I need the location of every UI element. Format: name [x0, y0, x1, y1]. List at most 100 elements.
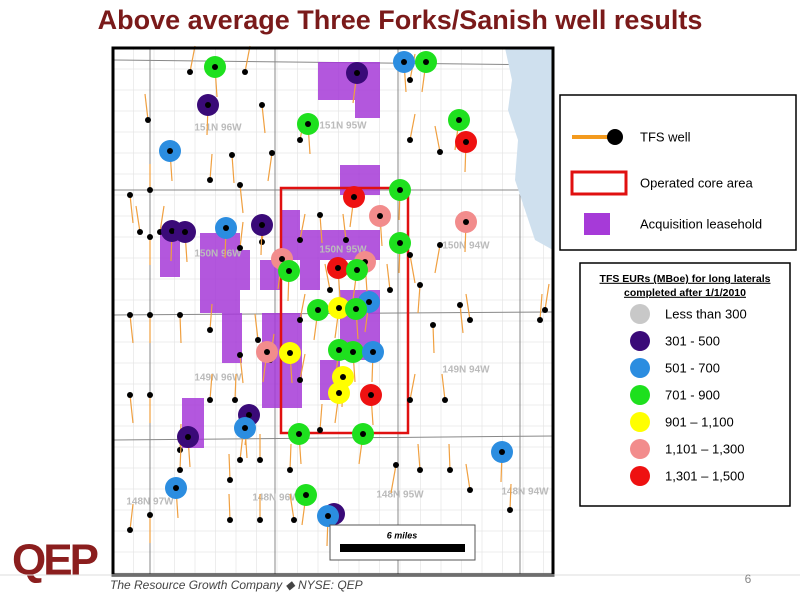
tfs-well: [456, 117, 462, 123]
scale-label: 6 miles: [387, 530, 418, 540]
tfs-well: [147, 187, 153, 193]
well-lateral: [544, 283, 550, 311]
tfs-well: [366, 299, 372, 305]
eur-swatch: [630, 439, 650, 459]
well-lateral: [289, 493, 295, 521]
tfs-well: [317, 427, 323, 433]
well-lateral: [319, 403, 323, 431]
tfs-well: [297, 377, 303, 383]
well-lateral: [179, 314, 182, 344]
tfs-well: [257, 517, 263, 523]
well-lateral: [434, 125, 441, 153]
eur-label: 301 - 500: [665, 333, 720, 348]
tfs-well: [354, 267, 360, 273]
well-lateral: [267, 152, 273, 182]
page-number: 6: [745, 572, 752, 586]
eur-swatch: [630, 304, 650, 324]
tfs-well: [264, 349, 270, 355]
river: [505, 48, 553, 250]
township-label: 150N 94W: [442, 241, 490, 252]
tfs-well: [297, 237, 303, 243]
scale-bar: [340, 544, 465, 552]
tfs-well: [242, 425, 248, 431]
scale-box: [329, 524, 476, 561]
well-lateral: [129, 314, 134, 344]
tfs-well: [467, 487, 473, 493]
tfs-well: [343, 237, 349, 243]
tfs-well: [401, 59, 407, 65]
tfs-well: [237, 457, 243, 463]
tfs-well: [353, 306, 359, 312]
tfs-well: [229, 152, 235, 158]
tfs-well: [237, 245, 243, 251]
eur-label: 501 - 700: [665, 360, 720, 375]
tfs-well: [127, 392, 133, 398]
eur-swatch: [630, 466, 650, 486]
tfs-well: [147, 392, 153, 398]
tfs-well: [296, 431, 302, 437]
tfs-well: [463, 139, 469, 145]
footer-logo: QEP: [12, 536, 101, 585]
eur-label: 701 - 900: [665, 387, 720, 402]
tfs-well: [127, 312, 133, 318]
tfs-well: [127, 527, 133, 533]
tfs-well: [227, 517, 233, 523]
tfs-well: [177, 312, 183, 318]
tfs-well: [437, 242, 443, 248]
legend-label: Operated core area: [640, 175, 754, 190]
well-lateral: [417, 284, 421, 314]
eur-legend-title: TFS EURs (MBoe) for long laterals: [600, 273, 771, 285]
well-lateral: [539, 293, 543, 321]
tfs-well: [232, 397, 238, 403]
tfs-well: [207, 327, 213, 333]
well-lateral: [448, 443, 451, 471]
tfs-well: [457, 302, 463, 308]
tfs-well: [351, 194, 357, 200]
tfs-well: [237, 352, 243, 358]
tfs-well: [127, 192, 133, 198]
well-lateral: [144, 93, 149, 121]
tfs-well: [542, 307, 548, 313]
tfs-well: [387, 287, 393, 293]
tfs-well: [336, 390, 342, 396]
tfs-well: [407, 137, 413, 143]
tfs-well: [291, 517, 297, 523]
eur-label: 901 – 1,100: [665, 414, 734, 429]
well-lateral: [228, 493, 231, 521]
tfs-well: [336, 305, 342, 311]
tfs-well: [317, 212, 323, 218]
tfs-well: [447, 467, 453, 473]
legend: TFS well Operated core area Acquisition …: [559, 94, 797, 251]
tfs-well: [187, 69, 193, 75]
township-label: 148N 96W: [252, 493, 300, 504]
tfs-well: [315, 307, 321, 313]
well-lateral: [299, 353, 306, 381]
tfs-well: [430, 322, 436, 328]
well-lateral: [432, 324, 435, 354]
eur-label: 1,301 – 1,500: [665, 468, 745, 483]
well-lateral: [159, 205, 165, 233]
well-lateral: [319, 214, 323, 244]
tfs-well: [305, 121, 311, 127]
well-lateral: [342, 213, 347, 241]
slide-title: Above average Three Forks/Sanish well re…: [98, 5, 703, 35]
tfs-well: [397, 187, 403, 193]
township-label: 148N 97W: [126, 497, 174, 508]
tfs-well: [177, 447, 183, 453]
well-lateral: [239, 221, 244, 249]
well-lateral: [465, 293, 471, 321]
well-lateral: [509, 483, 512, 511]
well-lateral: [441, 373, 446, 401]
well-lateral: [459, 304, 464, 334]
tfs-well: [182, 229, 188, 235]
township-label: 148N 94W: [501, 487, 549, 498]
tfs-well: [393, 462, 399, 468]
well-lateral: [390, 464, 397, 494]
tfs-well: [223, 225, 229, 231]
eur-label: Less than 300: [665, 306, 747, 321]
tfs-well: [407, 397, 413, 403]
tfs-well: [417, 467, 423, 473]
tfs-well: [463, 219, 469, 225]
eur-swatch: [630, 358, 650, 378]
